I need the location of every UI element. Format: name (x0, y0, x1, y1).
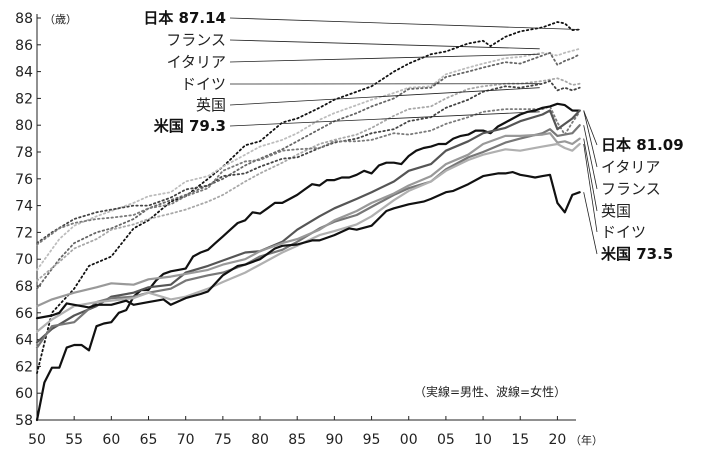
callout-line-female-5 (229, 111, 540, 127)
callout-name: ドイツ (601, 223, 646, 241)
x-tick-label: 50 (28, 432, 46, 448)
y-tick-label: 68 (15, 279, 33, 295)
x-tick-label: 15 (511, 432, 529, 448)
x-tick-label: 95 (363, 432, 381, 448)
y-tick-label: 82 (15, 91, 33, 107)
callout-label-female-4: 英国 (196, 96, 226, 114)
y-tick-label: 84 (15, 65, 33, 81)
x-tick-label: 90 (325, 432, 343, 448)
x-tick-label: 60 (102, 432, 120, 448)
x-tick-label: 70 (177, 432, 195, 448)
callout-line-male-5 (583, 192, 598, 255)
callout-name: 米国 (601, 245, 631, 263)
callout-name: イタリア (167, 53, 226, 71)
callout-line-female-1 (229, 39, 540, 50)
series-line-female-5 (36, 105, 581, 246)
chart-note: （実線=男性、波線=女性） (414, 384, 566, 399)
callout-name: フランス (601, 180, 661, 198)
callout-line-female-2 (229, 53, 540, 63)
series-line-female-3 (36, 77, 581, 282)
y-tick-label: 80 (15, 118, 33, 134)
series-line-female-0 (36, 21, 581, 374)
callout-value: 79.3 (184, 117, 226, 135)
series-line-female-1 (36, 47, 581, 271)
callout-line-female-0 (229, 17, 580, 30)
y-tick-label: 64 (15, 333, 33, 349)
callout-line-male-1 (583, 110, 598, 168)
callout-label-male-0: 日本 81.09 (601, 136, 684, 154)
y-tick-label: 74 (15, 199, 33, 215)
callout-line-male-3 (583, 138, 598, 212)
y-tick-label: 72 (15, 225, 33, 241)
callout-name: 米国 (154, 117, 184, 135)
callout-line-male-0 (583, 110, 598, 146)
callout-name: 日本 (601, 136, 631, 154)
x-tick-label: 10 (474, 432, 492, 448)
y-tick-label: 86 (15, 38, 33, 54)
y-tick-label: 62 (15, 359, 33, 375)
callout-line-female-4 (229, 87, 540, 106)
series-line-female-2 (36, 51, 581, 290)
callout-name: フランス (166, 31, 226, 49)
callout-label-male-3: 英国 (601, 202, 631, 220)
y-axis-unit: （歳） (44, 13, 77, 26)
y-tick-label: 70 (15, 252, 33, 268)
callout-name: 日本 (143, 9, 173, 27)
y-tick-label: 88 (15, 11, 33, 27)
y-tick-label: 58 (15, 413, 33, 429)
series-layer (35, 21, 581, 422)
callout-label-female-5: 米国 79.3 (154, 117, 226, 135)
callout-label-female-0: 日本 87.14 (143, 9, 226, 27)
callout-label-male-1: イタリア (601, 158, 660, 176)
x-tick-label: 20 (548, 432, 566, 448)
x-axis-unit: （年） (570, 433, 603, 447)
callout-label-male-4: ドイツ (601, 223, 646, 241)
callout-name: ドイツ (181, 75, 226, 93)
series-line-male-10 (35, 142, 581, 333)
callout-line-male-4 (583, 143, 598, 233)
x-tick-label: 65 (140, 432, 158, 448)
x-tick-label: 75 (214, 432, 232, 448)
y-tick-label: 60 (15, 386, 33, 402)
x-tick-label: 80 (251, 432, 269, 448)
callout-label-male-2: フランス (601, 180, 661, 198)
callout-value: 87.14 (173, 9, 226, 27)
callout-name: 英国 (601, 202, 631, 220)
callout-label-female-2: イタリア (167, 53, 226, 71)
callout-name: イタリア (601, 158, 660, 176)
series-line-male-11 (35, 171, 581, 320)
callout-value: 81.09 (631, 136, 684, 154)
y-tick-label: 76 (15, 172, 33, 188)
y-tick-label: 78 (15, 145, 33, 161)
series-line-male-7 (35, 109, 581, 344)
x-tick-label: 05 (437, 432, 455, 448)
x-tick-label: 85 (288, 432, 306, 448)
callout-name: 英国 (196, 96, 226, 114)
callout-line-male-2 (583, 125, 598, 190)
callout-label-male-5: 米国 73.5 (601, 245, 673, 263)
callout-label-female-1: フランス (166, 31, 226, 49)
callout-value: 73.5 (631, 245, 673, 263)
y-tick-label: 66 (15, 306, 33, 322)
series-line-male-9 (35, 132, 581, 308)
x-tick-label: 55 (65, 432, 83, 448)
axes: 58 60 62 64 66 68 70 72 74 76 78 80 82 84 86 88 50 55 60 65… (15, 11, 576, 448)
series-line-female-4 (36, 80, 581, 244)
x-tick-label: 00 (400, 432, 418, 448)
callout-label-female-3: ドイツ (181, 75, 226, 93)
